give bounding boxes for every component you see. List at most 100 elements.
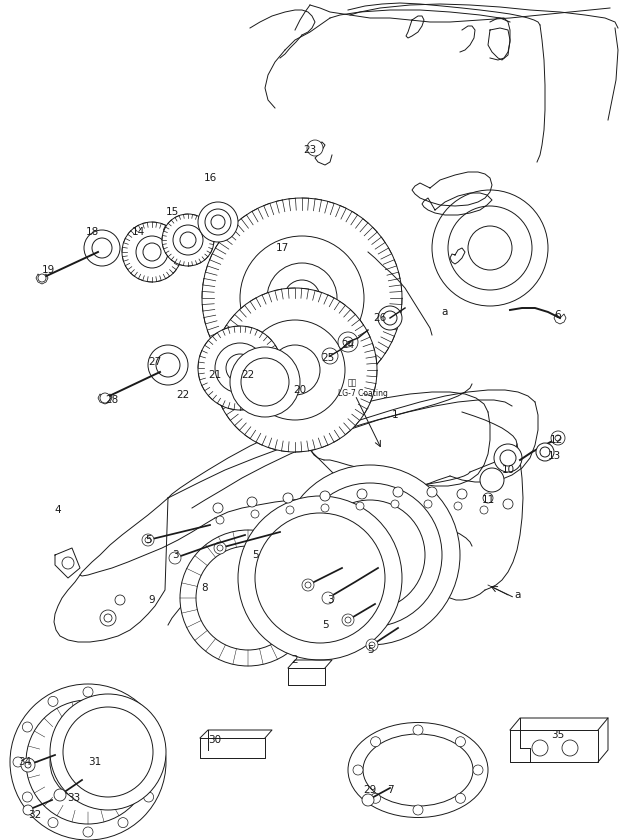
Circle shape [383, 311, 397, 325]
Circle shape [50, 724, 126, 800]
Circle shape [211, 215, 225, 229]
Circle shape [196, 546, 300, 650]
Circle shape [50, 694, 166, 810]
Ellipse shape [265, 249, 282, 269]
Circle shape [83, 687, 93, 697]
Text: 19: 19 [42, 265, 55, 275]
Circle shape [424, 500, 432, 508]
Circle shape [214, 542, 226, 554]
Circle shape [427, 487, 437, 497]
Circle shape [238, 496, 402, 660]
Circle shape [454, 502, 462, 510]
Text: 9: 9 [149, 595, 156, 605]
Circle shape [483, 493, 493, 503]
Circle shape [226, 354, 254, 382]
Circle shape [173, 225, 203, 255]
Ellipse shape [295, 335, 309, 357]
Text: 25: 25 [321, 353, 335, 363]
Circle shape [115, 595, 125, 605]
Text: 7: 7 [387, 785, 393, 795]
Text: 31: 31 [89, 757, 102, 767]
Circle shape [48, 817, 58, 827]
Circle shape [198, 326, 282, 410]
Circle shape [480, 506, 488, 514]
Circle shape [494, 444, 522, 472]
Circle shape [500, 450, 516, 466]
Circle shape [562, 740, 578, 756]
Circle shape [255, 513, 385, 643]
Text: 13: 13 [547, 451, 560, 461]
Circle shape [54, 789, 66, 801]
Circle shape [532, 740, 548, 756]
Text: 21: 21 [208, 370, 221, 380]
Circle shape [156, 353, 180, 377]
Text: 5: 5 [252, 550, 259, 560]
Text: 35: 35 [551, 730, 565, 740]
Circle shape [38, 274, 46, 282]
Text: 11: 11 [481, 495, 495, 505]
Circle shape [457, 489, 467, 499]
Circle shape [23, 805, 33, 815]
Ellipse shape [363, 734, 473, 806]
Text: 17: 17 [275, 243, 289, 253]
Circle shape [298, 483, 442, 627]
Text: 27: 27 [148, 357, 162, 367]
Circle shape [213, 288, 377, 452]
Circle shape [320, 491, 330, 501]
Circle shape [353, 765, 363, 775]
Circle shape [62, 557, 74, 569]
Circle shape [343, 337, 353, 347]
Circle shape [315, 500, 425, 610]
Text: 32: 32 [29, 810, 42, 820]
Circle shape [378, 306, 402, 330]
Circle shape [100, 610, 116, 626]
Circle shape [342, 614, 354, 626]
Circle shape [473, 765, 483, 775]
Text: 33: 33 [68, 793, 81, 803]
Text: 塗布: 塗布 [348, 379, 357, 387]
Circle shape [251, 510, 259, 518]
Text: 2: 2 [291, 655, 298, 665]
Text: 10: 10 [502, 465, 515, 475]
Text: 15: 15 [166, 207, 179, 217]
Circle shape [180, 530, 316, 666]
Circle shape [216, 516, 224, 524]
Text: a: a [442, 307, 448, 317]
Circle shape [448, 206, 532, 290]
Circle shape [148, 345, 188, 385]
Text: 26: 26 [373, 313, 387, 323]
Text: 8: 8 [202, 583, 208, 593]
Circle shape [362, 794, 374, 806]
Circle shape [391, 500, 399, 508]
Text: 5: 5 [366, 645, 373, 655]
Circle shape [555, 435, 561, 441]
Circle shape [122, 222, 182, 282]
Text: 1: 1 [392, 410, 398, 420]
Text: 16: 16 [203, 173, 216, 183]
Circle shape [83, 827, 93, 837]
Circle shape [63, 707, 153, 797]
Circle shape [302, 579, 314, 591]
Text: 5: 5 [144, 535, 151, 545]
Circle shape [48, 696, 58, 706]
Circle shape [144, 722, 154, 732]
Circle shape [10, 684, 166, 840]
Circle shape [286, 506, 294, 514]
Circle shape [22, 792, 32, 802]
Circle shape [322, 348, 338, 364]
Ellipse shape [322, 249, 339, 269]
Circle shape [92, 238, 112, 258]
Circle shape [322, 592, 334, 604]
Text: 4: 4 [55, 505, 61, 515]
Text: 23: 23 [303, 145, 317, 155]
Circle shape [247, 497, 257, 507]
Circle shape [143, 243, 161, 261]
Circle shape [100, 393, 110, 403]
Circle shape [202, 198, 402, 398]
Circle shape [432, 190, 548, 306]
Circle shape [456, 737, 466, 747]
Circle shape [366, 639, 378, 651]
Text: 6: 6 [555, 310, 561, 320]
Circle shape [338, 332, 358, 352]
Circle shape [305, 582, 311, 588]
